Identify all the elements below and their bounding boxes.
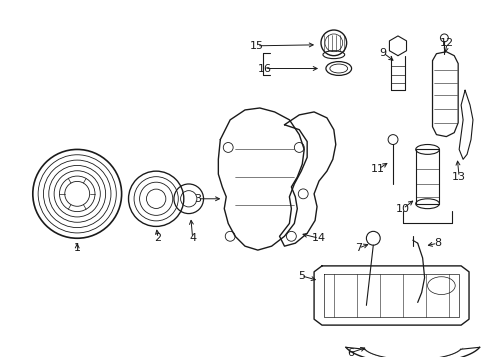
Text: 14: 14 [311,233,325,243]
Text: 15: 15 [249,41,264,51]
Text: 7: 7 [354,243,361,253]
Text: 13: 13 [451,172,465,182]
Text: 4: 4 [189,233,196,243]
Text: 1: 1 [74,243,81,253]
Text: 9: 9 [379,48,386,58]
Text: 2: 2 [154,233,162,243]
Text: 10: 10 [395,204,409,213]
Text: 8: 8 [433,238,440,248]
Text: 3: 3 [194,194,201,204]
Text: 11: 11 [370,164,385,174]
Text: 5: 5 [297,271,304,281]
Text: 12: 12 [439,38,453,48]
Text: 6: 6 [346,348,353,358]
Text: 16: 16 [257,63,271,73]
